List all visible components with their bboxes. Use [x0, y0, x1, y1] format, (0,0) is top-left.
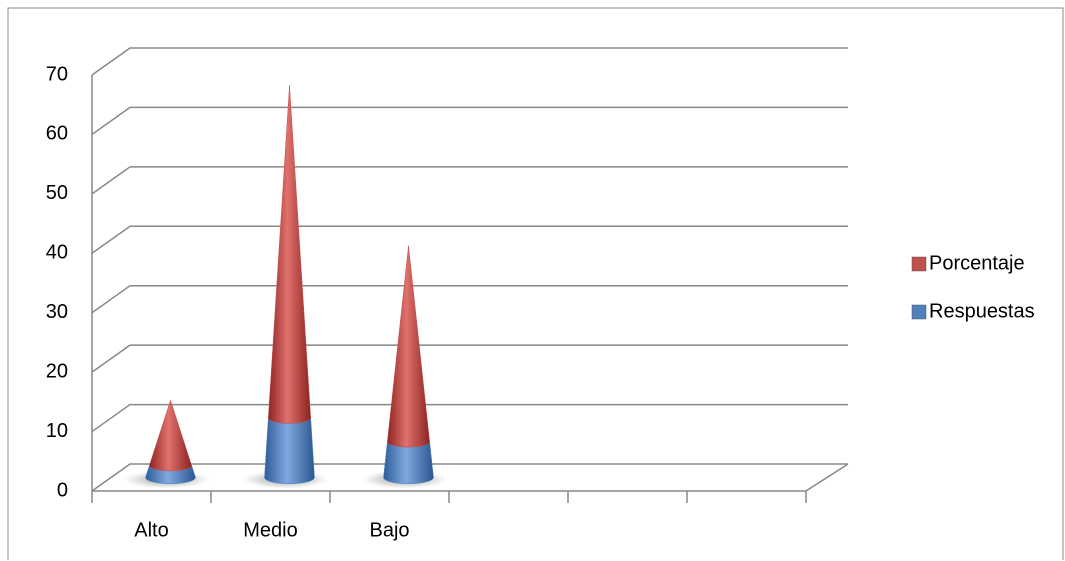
y-tick-label: 20: [46, 360, 68, 382]
y-tick-label: 0: [57, 479, 68, 501]
y-tick-label: 40: [46, 242, 68, 264]
grid-line: [91, 463, 848, 492]
x-tick-label: Bajo: [369, 519, 409, 541]
y-tick-label: 70: [46, 63, 68, 85]
cone-segment: [383, 441, 434, 484]
y-tick-label: 10: [46, 420, 68, 442]
cone-segment: [387, 245, 430, 448]
y-tick-label: 60: [46, 123, 68, 145]
y-tick-label: 50: [46, 182, 68, 204]
grid-line: [91, 225, 848, 254]
chart-border: [7, 7, 1064, 560]
cone-segment: [149, 399, 192, 472]
legend-swatch: [911, 304, 927, 320]
grid-line: [91, 344, 848, 373]
x-tick-label: Medio: [243, 519, 297, 541]
x-tick-label: Alto: [134, 519, 168, 541]
grid-line: [91, 106, 848, 136]
cone-segment: [268, 85, 311, 424]
legend-label: Respuestas: [929, 300, 1035, 322]
grid-line: [91, 284, 848, 314]
legend-swatch: [911, 256, 927, 272]
grid-line: [91, 166, 848, 195]
cone-segment: [264, 418, 315, 484]
legend-label: Porcentaje: [929, 252, 1025, 274]
grid-line: [91, 47, 848, 76]
grid-line: [91, 403, 848, 433]
y-tick-label: 30: [46, 301, 68, 323]
